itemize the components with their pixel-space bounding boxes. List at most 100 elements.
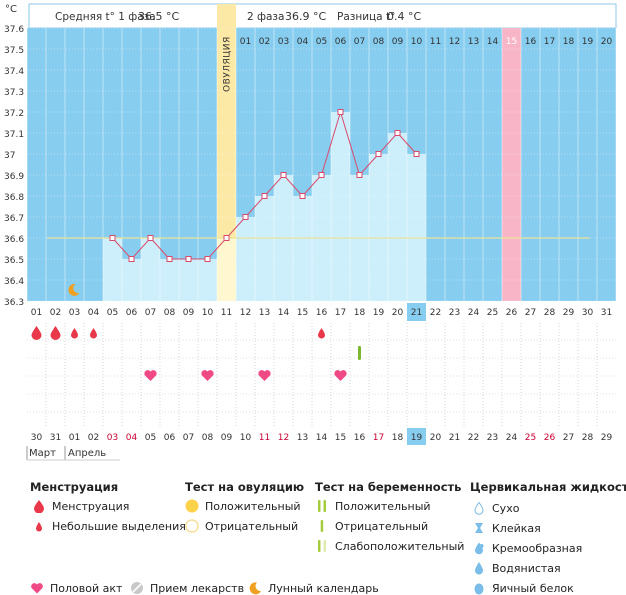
y-tick-label: 37.1 [4,130,24,140]
calendar-date-label: 18 [392,433,404,443]
cycle-day-label: 01 [31,308,42,318]
y-tick-label: 37.4 [4,67,24,77]
today-date-cell [407,428,426,445]
temperature-point [394,130,401,136]
pregnancy-test-mark [358,346,361,360]
calendar-date-label: 14 [316,433,328,443]
top-day-label: 12 [449,37,460,47]
top-day-label: 07 [354,37,365,47]
calendar-date-label: 28 [582,433,594,443]
legend-menstruation-item: Менструация [32,499,129,513]
calendar-date-label: 21 [449,433,460,443]
cycle-day-label: 03 [69,308,80,318]
cycle-day-label: 15 [297,308,308,318]
legend-lunar: Лунный календарь [248,581,379,595]
top-day-label: 01 [240,37,251,47]
calendar-date-label: 13 [297,433,308,443]
legend-ovulation-negative: Отрицательный [185,519,298,533]
temperature-point [356,172,363,178]
phase2-value: 36.9 °C [285,10,326,23]
y-tick-label: 36.7 [4,214,24,224]
legend-medication: Прием лекарств [130,581,244,595]
legend-pregnancy-title: Тест на беременность [315,480,462,494]
summary-header: Средняя t° 1 фаза 36.5 °C 2 фаза 36.9 °C… [28,3,617,29]
top-day-label: 19 [582,37,594,47]
calendar-date-label: 26 [544,433,556,443]
calendar-date-label: 05 [145,433,156,443]
cycle-day-label: 09 [183,308,195,318]
temperature-point [147,235,154,241]
y-tick-label: 37.2 [4,109,24,119]
calendar-date-label: 22 [468,433,479,443]
cycle-day-label: 19 [373,308,385,318]
legend-pregnancy-negative: Отрицательный [315,519,428,533]
calendar-date-label: 03 [107,433,118,443]
phase2-label: 2 фаза [247,11,284,23]
legend-spotting-item: Небольшие выделения [32,519,186,533]
calendar-date-label: 08 [202,433,214,443]
top-day-label: 09 [392,37,404,47]
calendar-date-label: 06 [164,433,176,443]
y-tick-label: 36.4 [4,277,24,287]
phase1-value: 36.5 °C [138,10,179,23]
sticky-icon [475,523,483,533]
legend-ovulation-positive: Положительный [185,499,301,513]
calendar-date-label: 02 [88,433,99,443]
diff-value: 0.4 °C [387,10,421,23]
menstruation-drop [31,326,42,340]
cycle-day-label: 16 [316,308,328,318]
top-day-label: 18 [563,37,575,47]
legend-cervical-watery: Водянистая [472,561,561,575]
temperature-point [280,172,287,178]
top-day-label: 14 [487,37,499,47]
cycle-day-label: 27 [525,308,536,318]
drop-large-icon [34,500,44,513]
top-day-label: 10 [411,37,423,47]
temperature-bar [407,154,426,301]
legend-pregnancy-weak: Слабоположительный [315,539,464,553]
eggwhite-drop-icon [474,583,484,595]
calendar-date-label: 31 [50,433,61,443]
cycle-day-label: 18 [354,308,366,318]
temperature-point [204,256,211,262]
cycle-day-label: 10 [202,308,214,318]
cycle-day-label: 26 [506,308,518,318]
temperature-point [128,256,135,262]
creamy-drop-icon [475,542,484,555]
cycle-day-label: 06 [126,308,138,318]
temperature-point [185,256,192,262]
calendar-date-label: 19 [411,433,423,443]
top-day-label: 17 [544,37,555,47]
temperature-bar [255,196,274,301]
top-day-label: 06 [335,37,347,47]
calendar-date-label: 17 [373,433,384,443]
calendar-date-label: 09 [221,433,233,443]
calendar-date-label: 29 [601,433,613,443]
legend: Менструация Менструация Небольшие выделе… [0,470,626,595]
top-day-label: 16 [525,37,537,47]
cycle-day-label: 25 [487,308,498,318]
phase1-label: Средняя t° 1 фаза [55,11,156,23]
cycle-day-label: 20 [392,308,404,318]
calendar-date-label: 23 [487,433,498,443]
temperature-point [261,193,268,199]
calendar-date-label: 25 [525,433,536,443]
calendar-date-label: 30 [31,433,43,443]
y-tick-label: 36.3 [4,298,24,308]
legend-cervical-dry: Сухо [472,501,519,515]
y-tick-label: 37 [4,151,15,161]
cycle-day-label: 12 [240,308,251,318]
temperature-point [242,214,249,220]
cycle-day-label: 31 [601,308,612,318]
temperature-point [375,151,382,157]
top-day-label: 13 [468,37,479,47]
top-day-label: 11 [430,37,441,47]
drop-small-icon [36,522,42,532]
ovulation-positive-icon [185,499,199,513]
cycle-day-label: 17 [335,308,346,318]
top-day-label: 20 [601,37,613,47]
top-day-label: 03 [278,37,289,47]
cycle-day-label: 11 [221,308,232,318]
pregnancy-positive-icon [318,500,326,512]
intercourse-heart [334,370,347,381]
